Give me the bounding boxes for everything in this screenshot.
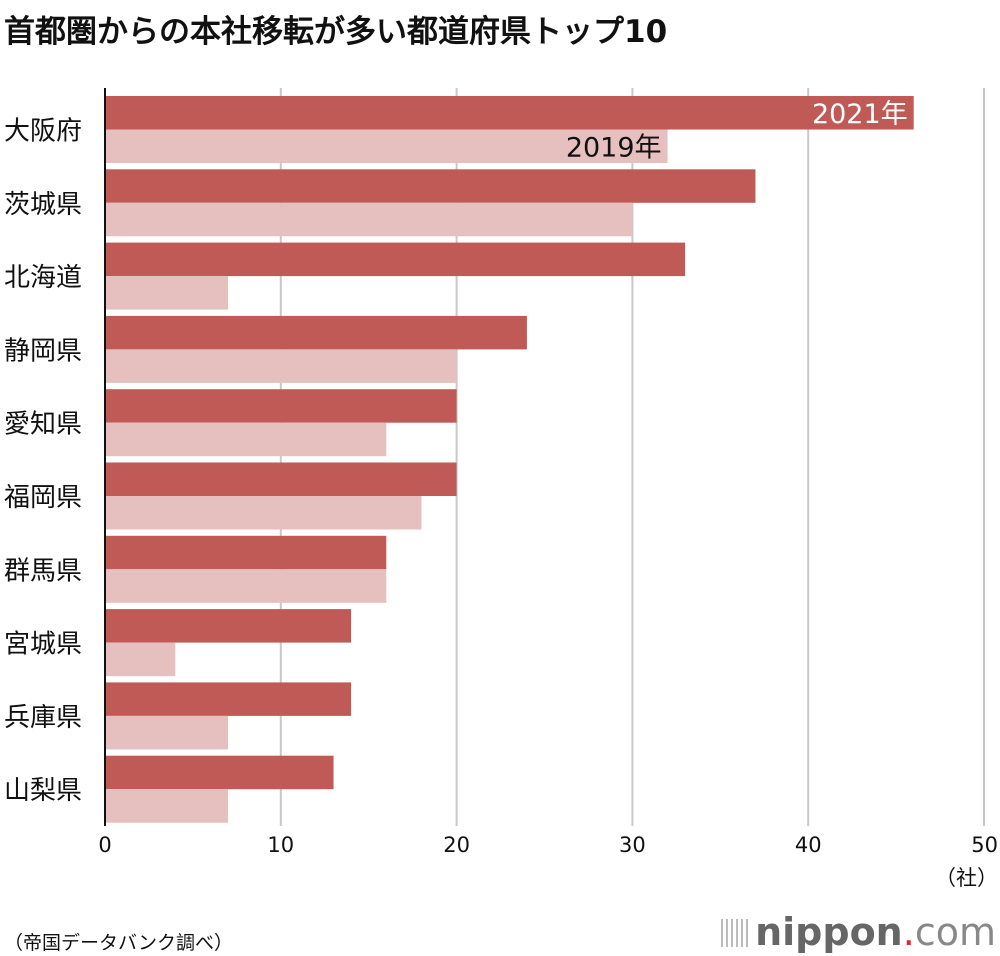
bar-2021年 xyxy=(105,462,457,496)
bar-2019年 xyxy=(105,569,387,603)
bar-2019年 xyxy=(105,642,176,677)
bar-2019年 xyxy=(105,496,422,530)
bar-2021年 xyxy=(105,609,352,643)
bar-2019年 xyxy=(105,349,457,383)
category-label: 北海道 xyxy=(4,263,82,293)
bar-2021年 xyxy=(105,96,914,130)
bar-2019年 xyxy=(105,129,668,163)
x-tick-label: 30 xyxy=(619,833,646,857)
x-unit-label: （社） xyxy=(935,866,998,890)
x-tick-label: 10 xyxy=(267,833,294,857)
nippon-logo: nippon.com xyxy=(721,910,996,954)
category-label: 茨城県 xyxy=(4,190,82,220)
bar-2019年 xyxy=(105,789,229,823)
category-label: 静岡県 xyxy=(4,336,82,366)
bar-2021年 xyxy=(105,169,756,203)
category-label: 兵庫県 xyxy=(4,703,82,733)
bar-2021年 xyxy=(105,755,334,790)
bar-2019年 xyxy=(105,715,229,750)
x-tick-label: 50 xyxy=(971,833,998,857)
bar-2019年 xyxy=(105,276,229,310)
x-tick-label: 0 xyxy=(98,833,111,857)
bar-2019年 xyxy=(105,202,633,237)
category-label: 群馬県 xyxy=(4,556,82,586)
legend-label-2019: 2019年 xyxy=(566,133,662,164)
category-label: 山梨県 xyxy=(4,776,82,806)
bar-2021年 xyxy=(105,682,352,716)
category-label: 宮城県 xyxy=(4,630,82,660)
category-label: 大阪府 xyxy=(4,117,82,147)
category-label: 愛知県 xyxy=(4,410,82,440)
bar-2021年 xyxy=(105,315,527,350)
bar-2021年 xyxy=(105,535,387,570)
chart-title: 首都圏からの本社移転が多い都道府県トップ10 xyxy=(4,14,668,50)
bar-2021年 xyxy=(105,389,457,423)
logo-bars-icon xyxy=(721,919,750,947)
category-label: 福岡県 xyxy=(4,483,82,513)
x-tick-label: 20 xyxy=(443,833,470,857)
legend-label-2021: 2021年 xyxy=(812,99,908,130)
bar-2021年 xyxy=(105,242,686,277)
x-tick-label: 40 xyxy=(795,833,822,857)
bar-2019年 xyxy=(105,422,387,457)
source-note: （帝国データバンク調べ） xyxy=(4,932,233,954)
